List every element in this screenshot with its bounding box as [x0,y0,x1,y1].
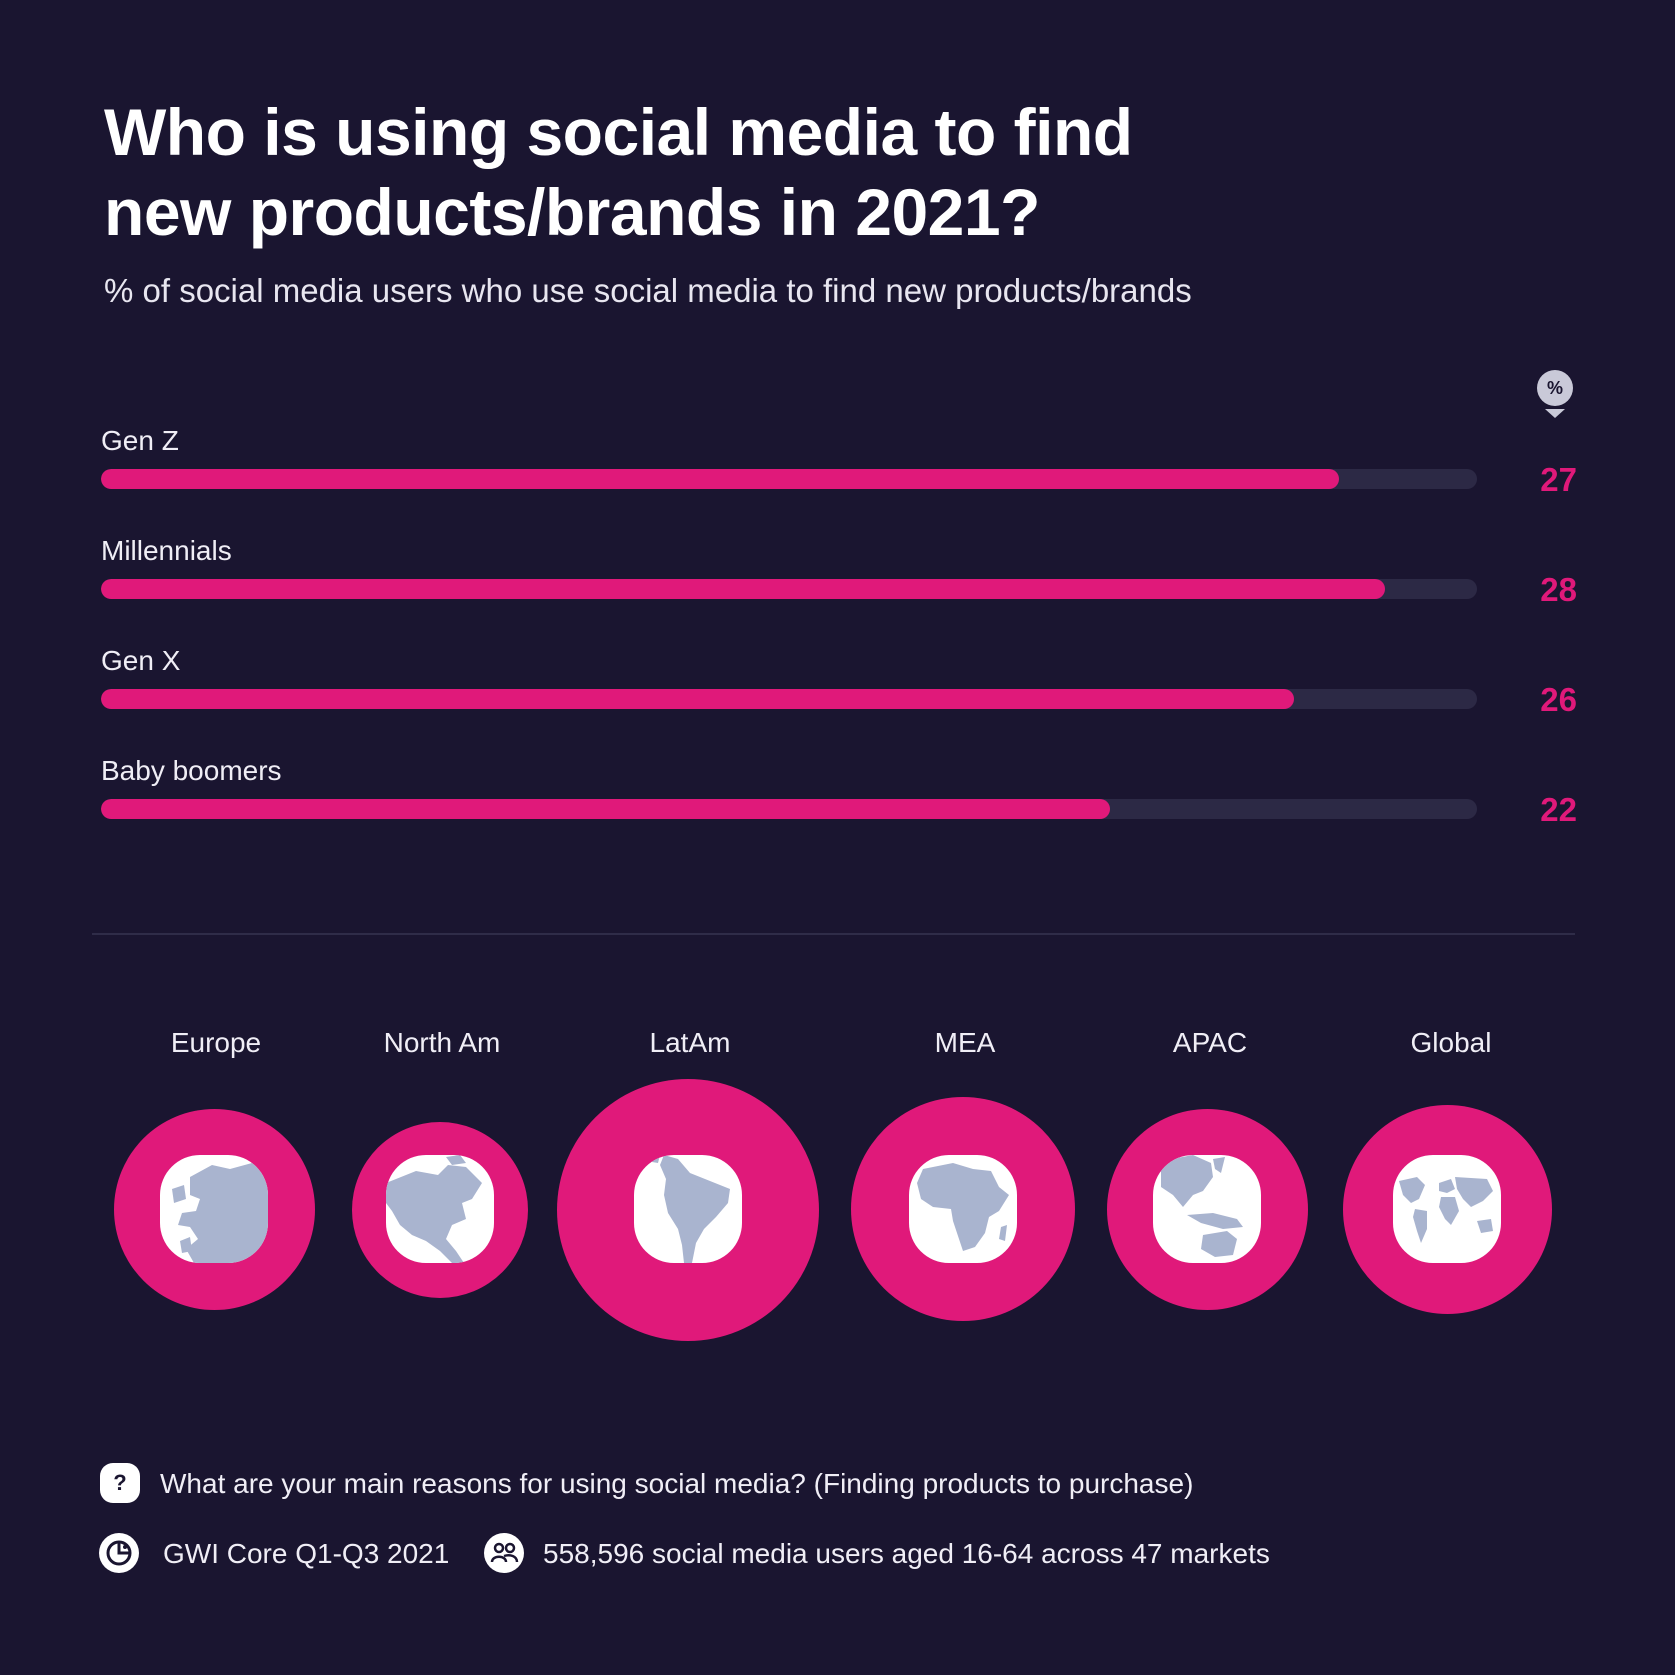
data-source-icon [99,1533,139,1573]
footer-source: GWI Core Q1-Q3 2021 [163,1538,450,1569]
bar-row-gen-x: Gen X 26 [101,645,1581,735]
footer-question: What are your main reasons for using soc… [160,1468,1194,1499]
region-label-latam: LatAm [649,1027,731,1058]
bar [101,799,1111,819]
bar-value-label: 26 [1540,681,1577,718]
badge-arrow-icon [1545,409,1565,418]
bar-row-gen-z: Gen Z 27 [101,425,1581,515]
bar-track [101,579,1477,599]
percent-unit-badge: % [1537,370,1573,406]
region-label-global: Global [1410,1027,1492,1058]
bar-label: Millennials [101,535,232,566]
section-divider [92,933,1575,935]
footer-sample: 558,596 social media users aged 16-64 ac… [543,1538,1270,1569]
bar [101,469,1340,489]
title-line-1: Who is using social media to find [104,95,1133,169]
bar-value-label: 22 [1540,791,1577,828]
bar-track [101,469,1477,489]
region-label-europe: Europe [170,1027,262,1058]
bar-value-label: 28 [1540,571,1577,608]
bar-label: Gen Z [101,425,179,456]
title-line-2: new products/brands in 2021? [104,175,1040,249]
north-america-map-icon [386,1155,494,1263]
europe-map-icon [160,1155,268,1263]
bar [101,579,1386,599]
region-label-north-am: North Am [383,1027,501,1058]
bar-track [101,799,1477,819]
bar-track [101,689,1477,709]
asia-pacific-map-icon [1153,1155,1261,1263]
bar-row-millennials: Millennials 28 [101,535,1581,625]
bar-label: Gen X [101,645,181,676]
bar-row-baby-boomers: Baby boomers 22 [101,755,1581,845]
region-label-mea: MEA [934,1027,996,1058]
south-america-map-icon [634,1155,742,1263]
chart-subtitle: % of social media users who use social m… [104,272,1192,309]
bar-value-label: 27 [1540,461,1577,498]
people-icon [484,1533,524,1573]
bar-label: Baby boomers [101,755,282,786]
africa-map-icon [909,1155,1017,1263]
question-icon: ? [100,1463,140,1503]
bar [101,689,1294,709]
chart-title: Who is using social media to find new pr… [104,92,1404,252]
region-label-apac: APAC [1172,1027,1248,1058]
world-map-icon [1393,1155,1501,1263]
